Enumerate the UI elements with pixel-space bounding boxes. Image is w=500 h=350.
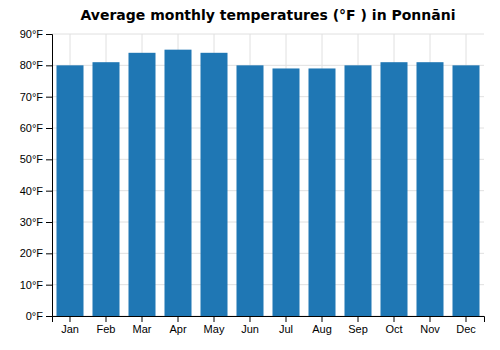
tick-label: Nov [420,323,440,335]
tick-label: 40°F [20,185,44,197]
tick-label: Mar [133,323,152,335]
tick-mark [286,316,287,322]
tick: Dec [456,316,476,335]
bar [309,68,336,316]
tick: 60°F [20,122,52,134]
tick-mark [394,316,395,322]
tick-label: 60°F [20,122,44,134]
bar [201,53,228,316]
tick: Apr [169,316,186,335]
tick-label: 90°F [20,28,44,40]
tick-mark [46,34,52,35]
tick-mark [46,159,52,160]
bar [381,62,408,316]
tick: 80°F [20,59,52,71]
tick-mark [178,316,179,322]
tick: 40°F [20,185,52,197]
tick-mark [46,316,52,317]
title: Average monthly temperatures (°F ) in Po… [80,7,455,23]
tick-mark [46,191,52,192]
tick: Feb [97,316,116,335]
tick: 0°F [26,310,52,322]
grid-line [52,34,484,35]
tick: Jul [279,316,293,335]
tick-label: 80°F [20,59,44,71]
tick-mark [214,316,215,322]
tick-label: 20°F [20,247,44,259]
tick: Oct [385,316,402,335]
bar [129,53,156,316]
tick-mark [46,65,52,66]
bar [57,65,84,316]
tick: Sep [348,316,368,335]
tick-label: Aug [312,323,332,335]
tick: Aug [312,316,332,335]
bar [345,65,372,316]
tick: 70°F [20,91,52,103]
tick: Nov [420,316,440,335]
tick: 30°F [20,216,52,228]
tick-mark [46,128,52,129]
tick-label: 10°F [20,279,44,291]
plot: Jan Feb Mar Apr May Jun Jul Aug Sep Oct Nov Dec 0°F 1… [20,28,485,335]
y-axis: 0°F 10°F 20°F 30°F 40°F 50°F 60°F 70°F 80°F 90°F [20,28,53,322]
bar [165,50,192,316]
x-axis: Jan Feb Mar Apr May Jun Jul Aug Sep Oct Nov Dec [53,316,485,335]
tick-mark [106,316,107,322]
tick: Jan [61,316,79,335]
tick-label: Apr [169,323,186,335]
tick-mark [250,316,251,322]
tick: May [204,316,225,335]
tick-label: Dec [456,323,476,335]
tick-mark [358,316,359,322]
tick-mark [466,316,467,322]
chart: Jan Feb Mar Apr May Jun Jul Aug Sep Oct Nov Dec 0°F 1… [0,0,500,350]
axis-line [46,35,53,317]
tick-mark [46,222,52,223]
bar [273,68,300,316]
tick-label: 70°F [20,91,44,103]
tick-mark [46,285,52,286]
tick-label: Jul [279,323,293,335]
tick-label: 0°F [26,310,44,322]
tick-label: Jan [61,323,79,335]
tick-mark [322,316,323,322]
tick-label: 30°F [20,216,44,228]
tick-label: Sep [348,323,368,335]
tick: 10°F [20,279,52,291]
tick-mark [46,97,52,98]
tick-mark [70,316,71,322]
grid [52,34,484,316]
tick-mark [430,316,431,322]
tick-label: May [204,323,225,335]
tick-label: Feb [97,323,116,335]
tick-mark [142,316,143,322]
bar [93,62,120,316]
tick: Jun [241,316,259,335]
tick-label: Oct [385,323,402,335]
tick-mark [46,253,52,254]
tick: 20°F [20,247,52,259]
bars [57,50,480,316]
axis-line [53,317,485,323]
bar [417,62,444,316]
bar [237,65,264,316]
bar [453,65,480,316]
tick: 90°F [20,28,52,40]
tick-label: Jun [241,323,259,335]
tick-label: 50°F [20,153,44,165]
tick: 50°F [20,153,52,165]
tick: Mar [133,316,152,335]
